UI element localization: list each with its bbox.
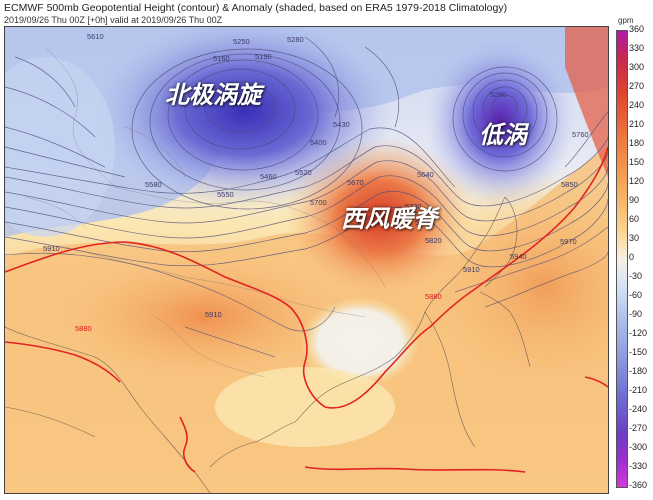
colorbar-tick-label: 180: [629, 138, 645, 148]
colorbar-tick-label: 60: [629, 214, 640, 224]
westerly-ridge-label: 西风暖脊: [341, 205, 437, 233]
contour-label-5880-east: 5880: [425, 292, 442, 301]
contour-label-5970: 5970: [560, 237, 577, 246]
contour-label-5190: 5190: [255, 52, 272, 61]
colorbar-tick-label: 210: [629, 119, 645, 129]
neutral-anomaly-zone: [300, 297, 420, 387]
contour-label-5280-east: 5280: [490, 90, 507, 99]
colorbar-tick-label: -180: [629, 366, 648, 376]
colorbar: [616, 30, 628, 488]
contour-label-5670: 5670: [347, 178, 364, 187]
contour-label-5730: 5730: [405, 202, 422, 211]
contour-labels: 5610 5250 5280 5160 5190 5550 5460 5400 …: [43, 32, 589, 333]
colorbar-tick-label: -360: [629, 480, 648, 490]
low-vortex-anomaly: [425, 37, 575, 207]
contour-label-5820: 5820: [425, 236, 442, 245]
contour-label-5940: 5940: [510, 252, 527, 261]
colorbar-tick-label: 0: [629, 252, 635, 262]
map-title: ECMWF 500mb Geopotential Height (contour…: [4, 2, 508, 14]
map-header: ECMWF 500mb Geopotential Height (contour…: [4, 2, 604, 26]
warm-anomaly-northeast: [565, 27, 608, 177]
contour-label-5250: 5250: [233, 37, 250, 46]
colorbar-tick-label: 300: [629, 62, 645, 72]
colorbar-tick-label: -240: [629, 404, 648, 414]
contour-label-5550: 5550: [217, 190, 234, 199]
contour-label-5880-west: 5880: [75, 324, 92, 333]
contour-label-5790: 5790: [415, 218, 432, 227]
colorbar-tick-label: 90: [629, 195, 640, 205]
contour-label-5520: 5520: [295, 168, 312, 177]
colorbar-tick-label: 360: [629, 24, 645, 34]
warm-anomaly-west: [55, 247, 355, 387]
colorbar-tick-label: 120: [629, 176, 645, 186]
colorbar-tick-label: 330: [629, 43, 645, 53]
contour-label-5910-west: 5910: [43, 244, 60, 253]
colorbar-tick-label: -270: [629, 423, 648, 433]
colorbar-tick-label: 270: [629, 81, 645, 91]
coastlines: [5, 196, 531, 493]
colorbar-tick-label: -300: [629, 442, 648, 452]
colorbar-unit: gpm: [618, 16, 634, 25]
contour-label-5610: 5610: [87, 32, 104, 41]
colorbar-tick-label: -60: [629, 290, 643, 300]
contour-label-5910-east: 5910: [463, 265, 480, 274]
colorbar-tick-label: 150: [629, 157, 645, 167]
contour-5880: [5, 146, 608, 473]
colorbar-tick-label: -30: [629, 271, 643, 281]
colorbar-tick-label: 240: [629, 100, 645, 110]
contour-label-5160: 5160: [213, 54, 230, 63]
contour-label-5300: 5300: [510, 127, 527, 136]
colorbar-tick-label: -330: [629, 461, 648, 471]
contour-label-5280: 5280: [287, 35, 304, 44]
subtropical-contours: [5, 226, 608, 358]
contour-label-5850: 5850: [561, 180, 578, 189]
contour-label-5760: 5760: [572, 130, 589, 139]
contour-label-5430: 5430: [333, 120, 350, 129]
map-canvas: 5610 5250 5280 5160 5190 5550 5460 5400 …: [5, 27, 608, 493]
contour-label-5640: 5640: [417, 170, 434, 179]
colorbar-tick-label: -210: [629, 385, 648, 395]
colorbar-tick-label: -90: [629, 309, 643, 319]
colorbar-tick-label: -120: [629, 328, 648, 338]
light-warm-zone: [215, 367, 395, 447]
weather-map: 5610 5250 5280 5160 5190 5550 5460 5400 …: [4, 26, 609, 494]
contour-label-5910-central: 5910: [205, 310, 222, 319]
borders: [24, 46, 386, 378]
contour-label-5580: 5580: [145, 180, 162, 189]
polar-vortex-anomaly: [95, 27, 395, 207]
contour-label-5460: 5460: [260, 172, 277, 181]
colorbar-tick-label: 30: [629, 233, 640, 243]
cool-anomaly-northwest: [5, 57, 115, 237]
contour-label-5400: 5400: [310, 138, 327, 147]
map-valid-time: 2019/09/26 Thu 00Z [+0h] valid at 2019/0…: [4, 15, 223, 25]
colorbar-tick-label: -150: [629, 347, 648, 357]
low-vortex-label: 低涡: [479, 121, 527, 149]
polar-vortex-label: 北极涡旋: [165, 81, 261, 109]
contour-label-5700: 5700: [310, 198, 327, 207]
height-contours: [5, 36, 608, 268]
